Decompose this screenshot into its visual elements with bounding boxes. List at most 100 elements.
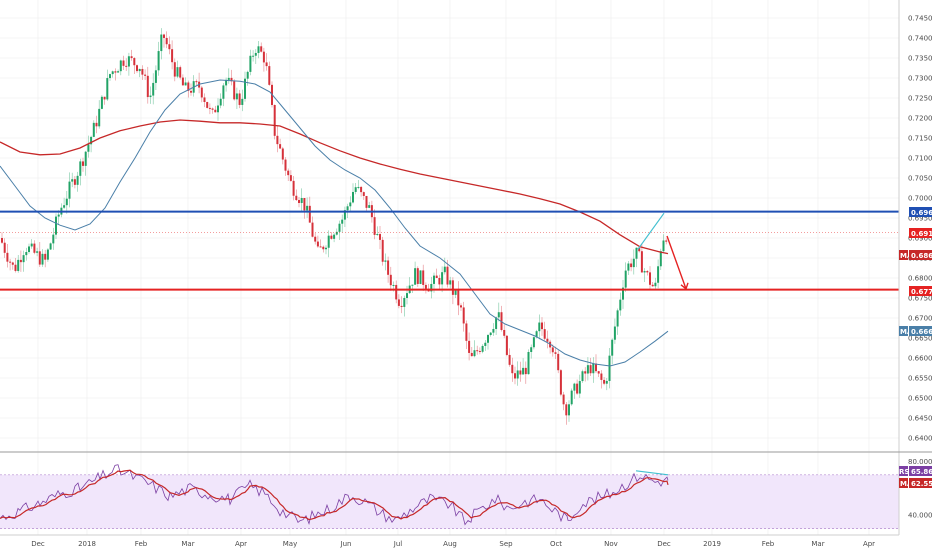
candle-body bbox=[1, 238, 3, 243]
candle-body bbox=[76, 175, 79, 185]
candle-body bbox=[65, 198, 68, 206]
candle-body bbox=[570, 390, 573, 405]
candle-body bbox=[446, 266, 449, 285]
time-tick-label: 2018 bbox=[78, 540, 96, 548]
candle-body bbox=[438, 277, 441, 285]
time-tick-label: Dec bbox=[31, 540, 45, 548]
badge-ma-long-text: 0.68607 bbox=[911, 252, 932, 260]
badge-ma-long-bg bbox=[909, 250, 932, 260]
badge-resistance-text: 0.69659 bbox=[911, 209, 932, 217]
candle-body bbox=[44, 253, 47, 260]
candle-body bbox=[657, 266, 660, 283]
moving-average-lines bbox=[0, 79, 669, 367]
candle-body bbox=[252, 55, 255, 57]
time-tick-label: 2019 bbox=[703, 540, 721, 548]
candle-body bbox=[244, 78, 246, 99]
candle-body bbox=[368, 205, 371, 208]
candle-body bbox=[379, 234, 381, 240]
candle-body bbox=[595, 363, 597, 372]
candle-body bbox=[149, 95, 152, 98]
candle-body bbox=[314, 236, 317, 242]
badge-support: 0.67708 bbox=[909, 286, 932, 296]
candle-body bbox=[468, 340, 471, 353]
candle-body bbox=[289, 175, 292, 181]
candle-body bbox=[90, 136, 93, 145]
candle-body bbox=[235, 93, 238, 100]
time-axis[interactable]: Dec 2018 Feb Mar Apr May Jun Jul Aug Sep Oct Nov Dec… bbox=[31, 540, 875, 548]
candle-body bbox=[527, 351, 530, 375]
candle-body bbox=[279, 144, 282, 149]
rsi-ma-line bbox=[0, 469, 669, 521]
badge-resistance: 0.69659 bbox=[909, 207, 932, 217]
ma-long-line bbox=[0, 119, 669, 255]
candle-body bbox=[535, 331, 538, 338]
candle-body bbox=[184, 82, 187, 86]
candle-body bbox=[562, 394, 565, 405]
badge-ma-short-bg bbox=[909, 326, 932, 336]
candle-body bbox=[260, 46, 263, 52]
badge-support-text: 0.67708 bbox=[911, 288, 932, 296]
candle-body bbox=[581, 371, 584, 382]
candle-body bbox=[84, 151, 87, 166]
candle-body bbox=[152, 82, 155, 96]
candle-body bbox=[541, 322, 543, 330]
candle-body bbox=[403, 298, 406, 307]
candle-body bbox=[281, 148, 284, 160]
candle-body bbox=[146, 75, 149, 98]
candle-body bbox=[173, 62, 176, 77]
candle-body bbox=[627, 263, 630, 271]
candle-body bbox=[619, 299, 622, 311]
candle-body bbox=[349, 202, 352, 207]
candle-body bbox=[519, 370, 522, 375]
candle-body bbox=[238, 93, 241, 105]
candle-body bbox=[227, 77, 230, 80]
candle-body bbox=[465, 323, 468, 341]
candle-body bbox=[532, 337, 535, 348]
time-tick-label: Dec bbox=[657, 540, 671, 548]
badge-rsi-bg bbox=[909, 466, 932, 476]
candle-body bbox=[254, 52, 257, 56]
candle-body bbox=[160, 34, 163, 52]
candle-body bbox=[484, 342, 487, 346]
candle-body bbox=[17, 259, 20, 271]
candle-body bbox=[246, 71, 249, 79]
badge-rsi-ma-text: 62.5524 bbox=[911, 480, 932, 488]
badge-rsi-ma: MA 62.5524 bbox=[899, 478, 932, 488]
candle-body bbox=[433, 275, 435, 284]
badge-rsi-text: 65.8612 bbox=[911, 468, 932, 476]
candle-body bbox=[25, 252, 28, 256]
candle-body bbox=[416, 268, 419, 284]
candle-body bbox=[665, 240, 668, 242]
candle-body bbox=[171, 49, 174, 63]
candle-body bbox=[327, 235, 330, 248]
candle-body bbox=[190, 90, 192, 93]
candle-body bbox=[114, 71, 117, 73]
candle-body bbox=[651, 284, 654, 287]
candle-body bbox=[392, 284, 395, 286]
candle-body bbox=[208, 107, 211, 109]
candle-body bbox=[357, 186, 360, 188]
candle-body bbox=[55, 216, 57, 235]
candle-body bbox=[157, 51, 160, 71]
time-tick-label: Aug bbox=[443, 540, 457, 548]
candle-body bbox=[354, 187, 357, 192]
candle-body bbox=[292, 180, 295, 196]
time-tick-label: May bbox=[283, 540, 297, 548]
badge-rsi-tag bbox=[899, 466, 908, 476]
candle-body bbox=[395, 284, 398, 300]
candle-body bbox=[222, 85, 225, 99]
candle-body bbox=[154, 70, 157, 83]
candle-body bbox=[646, 271, 649, 273]
